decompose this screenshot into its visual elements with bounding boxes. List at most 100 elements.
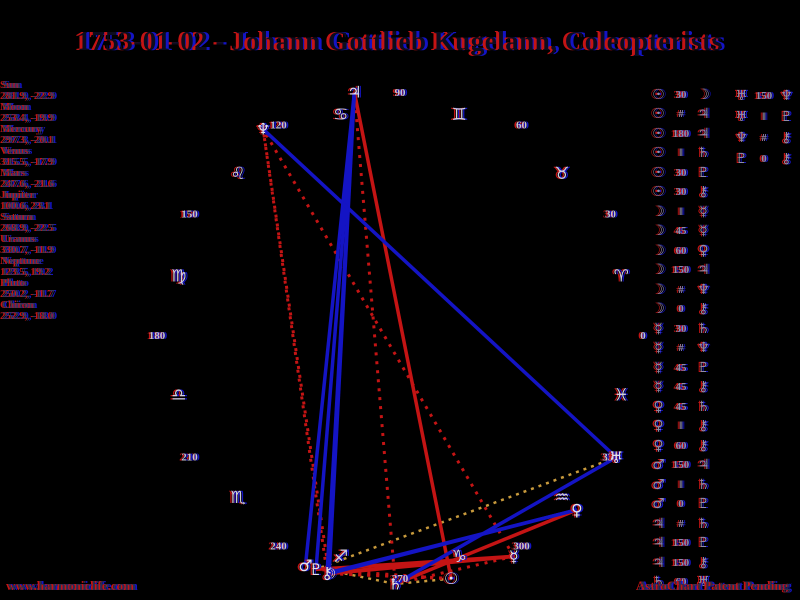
planet-glyph-neptune: ♆ [697, 340, 710, 357]
planet-list-item: Saturn 268.9, -22.5 [2, 212, 55, 234]
planet-glyph-moon: ☽ [652, 203, 665, 220]
planet-glyph-moon: ☽ [697, 86, 710, 103]
planet-glyph-moon: ☽ [652, 223, 665, 240]
aspect-type: 150 [672, 556, 690, 569]
planet-glyph-pluto: ♇ [311, 560, 325, 579]
planet-coordinates: 330.7, -11.9 [2, 244, 55, 256]
planet-glyph-saturn: ♄ [388, 574, 402, 593]
aspect-type: # [678, 342, 684, 355]
aspect-type: 45 [675, 400, 687, 413]
degree-label: 330 [602, 452, 619, 464]
planet-name: Saturn [2, 211, 35, 223]
planet-glyph-chiron: ⚷ [698, 554, 709, 571]
planet-glyph-saturn: ♄ [390, 574, 404, 593]
planet-glyph-neptune: ♆ [780, 87, 793, 104]
zodiac-sign-glyph: ♎ [173, 385, 188, 405]
planet-glyph-jupiter: ♃ [697, 106, 710, 123]
planet-glyph-pluto: ♇ [697, 535, 710, 552]
planet-glyph-mars: ♂ [296, 556, 310, 575]
zodiac-sign-glyph: ♐ [333, 547, 348, 567]
degree-label: 150 [181, 209, 198, 221]
planet-coordinates: 315.5, -17.9 [2, 156, 56, 168]
aspect-type: 0 [761, 152, 767, 165]
planet-list-item: Moon 253.4, -19.9 [2, 102, 55, 124]
planet-glyph-pluto: ♇ [780, 108, 793, 125]
aspect-type: 60 [675, 576, 687, 589]
zodiac-sign-glyph: ♉ [556, 164, 571, 184]
planet-glyph-jupiter: ♃ [349, 83, 363, 102]
planet-glyph-mercury: ☿ [511, 547, 521, 566]
aspect-line-sun-jupiter [352, 91, 453, 580]
aspect-row: ☿ # ♆ [650, 339, 712, 359]
zodiac-sign-glyph: ♊ [450, 105, 465, 125]
planet-glyph-saturn: ♄ [697, 398, 710, 415]
planet-glyph-jupiter: ♃ [652, 535, 665, 552]
zodiac-sign-glyph: ♒ [554, 488, 569, 508]
chart-title: 1753-01-02 - Johann Gottlieb Kugelann, C… [77, 26, 723, 56]
zodiac-sign-glyph: ♐ [335, 547, 350, 567]
planet-glyph-venus: ♀ [573, 500, 585, 519]
planet-glyph-uranus: ♅ [735, 108, 748, 125]
planet-name: Moon [2, 101, 30, 113]
aspect-type: # [678, 517, 684, 530]
planet-glyph-chiron: ⚷ [698, 184, 709, 201]
zodiac-sign-glyph: ♋ [333, 105, 348, 125]
planet-glyph-mars: ♂ [652, 496, 665, 513]
planet-list-item: Mars 247.6, -21.6 [2, 168, 55, 190]
planet-glyph-saturn: ♄ [386, 574, 400, 593]
aspect-row: ☽ 0 ⚷ [650, 300, 712, 320]
zodiac-sign-glyph: ♑ [454, 547, 469, 567]
aspect-line-uranus-neptune [261, 127, 618, 459]
aspect-list-column-1: ☉ 30 ☽ ☉ # ♃ ☉ 180 ♃ ☉ ‖ ♄ ☉ 30 ♇ ☉ 30 ⚷ ☽ ‖ ☿ ☽ 45 ☿ ☽ 60 ♀ ☽ 150 ♃ ☽… [650, 85, 712, 592]
planet-glyph-pluto: ♇ [309, 560, 323, 579]
planet-glyph-moon: ☽ [322, 564, 336, 583]
zodiac-sign-glyph: ♒ [552, 488, 567, 508]
aspect-row: ♂ ‖ ♄ [650, 475, 712, 495]
aspect-row: ♂ 150 ♃ [650, 456, 712, 476]
planet-glyph-chiron: ⚷ [323, 564, 335, 583]
aspect-type: ‖ [679, 205, 683, 218]
planet-glyph-saturn: ♄ [697, 320, 710, 337]
zodiac-sign-glyph: ♉ [554, 164, 569, 184]
zodiac-sign-glyph: ♍ [173, 267, 188, 287]
planet-glyph-uranus: ♅ [607, 448, 621, 467]
planet-glyph-sun: ☉ [652, 125, 665, 142]
degree-label: 180 [147, 330, 164, 342]
aspect-row: ♄ 60 ♅ [650, 573, 712, 593]
aspect-row: ☉ # ♃ [650, 105, 712, 125]
degree-label: 240 [268, 540, 285, 552]
aspect-row: ☉ ‖ ♄ [650, 144, 712, 164]
aspect-line-neptune-chiron [261, 128, 329, 574]
aspect-row: ♃ 150 ♇ [650, 534, 712, 554]
aspect-type: ‖ [679, 420, 683, 433]
aspect-row: ♃ # ♄ [650, 514, 712, 534]
planet-glyph-mars: ♂ [298, 556, 312, 575]
planet-coordinates: 253.4, -19.9 [2, 112, 56, 124]
aspect-type: 60 [675, 244, 687, 257]
planet-coordinates: 247.6, -21.6 [2, 178, 56, 190]
planet-coordinates: 250.2, -11.7 [2, 288, 55, 300]
degree-label: 30 [603, 209, 615, 221]
planet-position-list: Sun 281.9, -22.9 Moon 253.4, -19.9 Mercury 29… [2, 80, 55, 322]
planet-list-item: Pluto 250.2, -11.7 [2, 278, 55, 300]
degree-label: 300 [511, 540, 528, 552]
aspect-type: 30 [675, 166, 687, 179]
degree-label: 270 [394, 573, 411, 585]
planet-glyph-venus: ♀ [653, 437, 664, 454]
aspect-type: 45 [675, 361, 687, 374]
degree-label: 90 [393, 87, 405, 99]
planet-name: Pluto [2, 277, 28, 289]
watermark-url[interactable]: www.harmoniclife.com [8, 578, 136, 593]
aspect-type: 45 [675, 225, 687, 238]
planet-glyph-pluto: ♇ [697, 164, 710, 181]
planet-glyph-chiron: ⚷ [319, 564, 331, 583]
degree-label: 300 [515, 540, 532, 552]
planet-glyph-mercury: ☿ [507, 547, 517, 566]
aspect-type: ‖ [679, 147, 683, 160]
planet-glyph-venus: ♀ [571, 500, 583, 519]
planet-name: Neptune [2, 255, 42, 267]
aspect-type: 45 [675, 381, 687, 394]
planet-glyph-sun: ☉ [442, 569, 456, 588]
degree-label: 150 [183, 209, 200, 221]
